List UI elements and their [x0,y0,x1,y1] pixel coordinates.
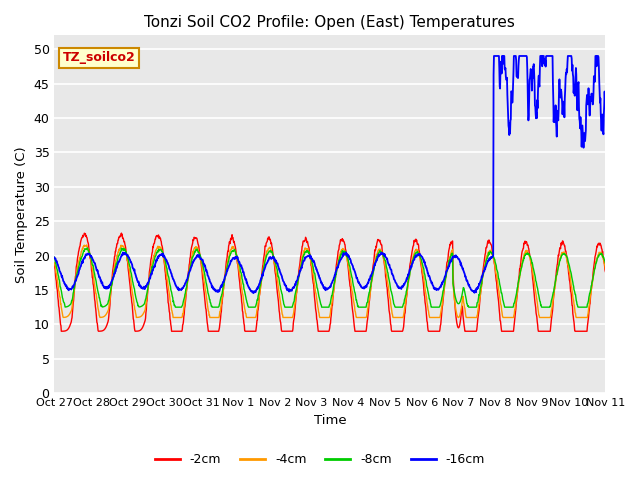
Title: Tonzi Soil CO2 Profile: Open (East) Temperatures: Tonzi Soil CO2 Profile: Open (East) Temp… [145,15,515,30]
Y-axis label: Soil Temperature (C): Soil Temperature (C) [15,146,28,283]
Legend: -2cm, -4cm, -8cm, -16cm: -2cm, -4cm, -8cm, -16cm [150,448,490,471]
X-axis label: Time: Time [314,414,346,427]
Text: TZ_soilco2: TZ_soilco2 [63,51,136,64]
